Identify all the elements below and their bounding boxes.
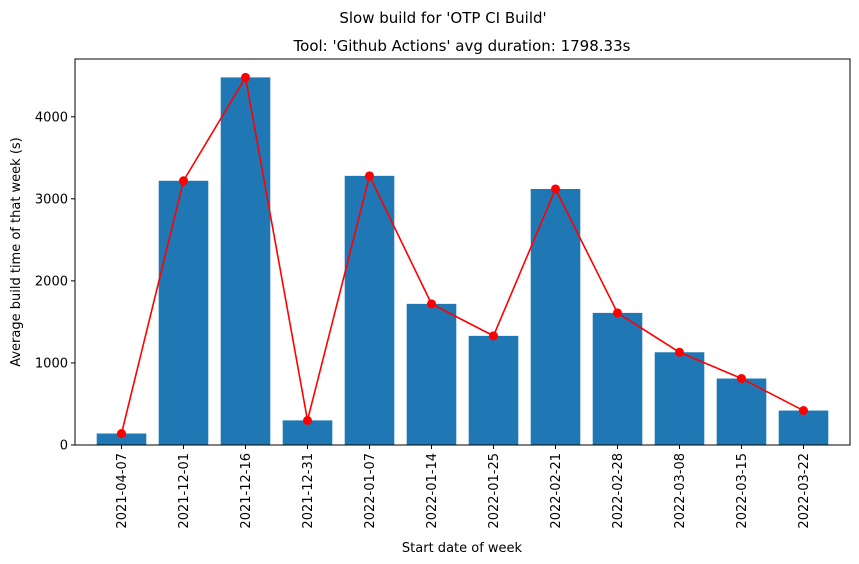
data-point bbox=[427, 299, 436, 309]
x-tick-label: 2022-02-28 bbox=[611, 453, 626, 529]
bar bbox=[158, 180, 209, 445]
data-point bbox=[241, 72, 250, 82]
data-point bbox=[365, 171, 374, 181]
bar bbox=[778, 410, 829, 445]
bar bbox=[344, 175, 395, 445]
data-point bbox=[799, 406, 808, 416]
bar bbox=[220, 77, 271, 445]
y-tick-label: 2000 bbox=[35, 274, 68, 289]
series-line bbox=[120, 76, 804, 434]
x-tick-label: 2021-12-16 bbox=[239, 453, 254, 529]
data-point bbox=[489, 331, 498, 341]
chart-suptitle: Slow build for 'OTP CI Build' bbox=[339, 9, 546, 27]
data-point bbox=[613, 308, 622, 318]
data-point bbox=[117, 429, 126, 439]
chart-title: Tool: 'Github Actions' avg duration: 179… bbox=[293, 37, 631, 55]
y-axis-label: Average build time of that week (s) bbox=[9, 137, 24, 367]
y-tick-label: 1000 bbox=[35, 356, 68, 371]
x-axis-label: Start date of week bbox=[402, 541, 523, 556]
data-point bbox=[179, 176, 188, 186]
y-tick-label: 0 bbox=[60, 439, 68, 454]
y-tick-label: 3000 bbox=[35, 192, 68, 207]
x-tick-label: 2021-12-31 bbox=[301, 453, 316, 529]
x-tick-label: 2021-04-07 bbox=[115, 453, 130, 529]
data-point bbox=[675, 347, 684, 357]
bar bbox=[406, 303, 457, 445]
x-tick-label: 2022-03-08 bbox=[673, 453, 688, 529]
data-point bbox=[551, 184, 560, 194]
data-point bbox=[303, 415, 312, 425]
x-tick-label: 2022-03-15 bbox=[735, 453, 750, 529]
x-tick-label: 2022-01-07 bbox=[363, 453, 378, 529]
x-tick-label: 2022-02-21 bbox=[549, 453, 564, 529]
plot-area: 0 1000 2000 3000 4000 2021-04-07 2021-12-01 202… bbox=[35, 58, 851, 529]
bar bbox=[592, 312, 643, 445]
x-tick-label: 2021-12-01 bbox=[177, 453, 192, 529]
bar bbox=[654, 352, 705, 445]
bar bbox=[530, 188, 581, 445]
bar bbox=[96, 433, 147, 445]
bar bbox=[468, 335, 519, 445]
x-tick-label: 2022-03-22 bbox=[797, 453, 812, 529]
x-tick-label: 2022-01-14 bbox=[425, 453, 440, 529]
data-point bbox=[737, 374, 746, 384]
bar bbox=[716, 378, 767, 445]
x-tick-label: 2022-01-25 bbox=[487, 453, 502, 529]
axes-frame bbox=[74, 58, 851, 446]
y-tick-label: 4000 bbox=[35, 110, 68, 125]
